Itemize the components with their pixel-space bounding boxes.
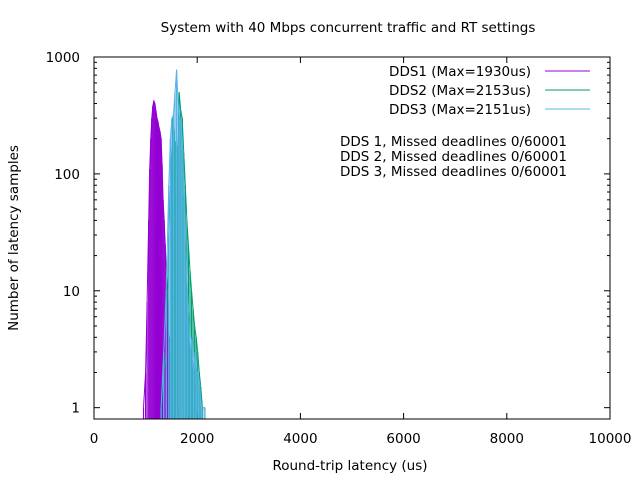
chart-title: System with 40 Mbps concurrent traffic a… [161, 20, 536, 36]
x-tick-label: 10000 [589, 431, 632, 447]
x-tick-label: 4000 [283, 431, 317, 447]
missed-deadlines-annotation: DDS 3, Missed deadlines 0/60001 [340, 164, 567, 180]
x-tick-label: 2000 [180, 431, 214, 447]
x-tick-label: 0 [90, 431, 99, 447]
y-tick-label: 1 [71, 401, 80, 417]
x-axis-label: Round-trip latency (us) [272, 458, 427, 474]
y-axis-label: Number of latency samples [6, 145, 22, 331]
y-tick-label: 10 [63, 284, 80, 300]
legend-label-dds2: DDS2 (Max=2153us) [389, 83, 531, 99]
x-tick-label: 6000 [386, 431, 420, 447]
missed-deadlines-annotation: DDS 1, Missed deadlines 0/60001 [340, 134, 567, 150]
missed-deadlines-annotation: DDS 2, Missed deadlines 0/60001 [340, 149, 567, 165]
y-tick-label: 1000 [46, 50, 80, 66]
legend-label-dds3: DDS3 (Max=2151us) [389, 102, 531, 118]
legend: DDS1 (Max=1930us) DDS2 (Max=2153us) DDS3 (… [389, 64, 590, 118]
series-layer [142, 69, 206, 419]
x-tick-label: 8000 [490, 431, 524, 447]
plot-frame [93, 56, 611, 420]
axis-ticks: 0 2000 4000 6000 8000 10000 1 10 100 1000 [46, 50, 632, 447]
legend-label-dds1: DDS1 (Max=1930us) [389, 64, 531, 80]
y-tick-label: 100 [54, 167, 80, 183]
